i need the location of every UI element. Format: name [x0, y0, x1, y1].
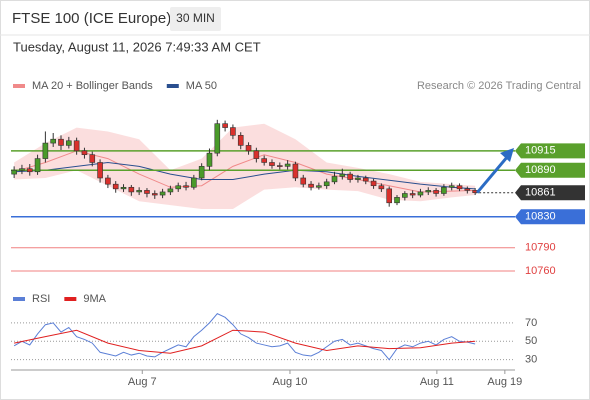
candle-body: [237, 135, 244, 146]
level-label: 10790: [525, 242, 556, 254]
candle-body: [402, 193, 408, 198]
candle-body: [441, 186, 447, 194]
candle-body: [316, 185, 322, 188]
level-tag: [515, 209, 585, 225]
candle-body: [284, 163, 291, 167]
candle-body: [394, 197, 400, 204]
candle-body: [261, 158, 267, 163]
rsi-tick-label: 70: [525, 317, 537, 329]
x-tick-label: Aug 10: [273, 376, 308, 388]
candle-body: [136, 190, 142, 193]
candle-body: [191, 177, 197, 188]
level-label: 10915: [525, 145, 556, 157]
candle-body: [339, 173, 346, 177]
candle-body: [378, 185, 385, 190]
candle-body: [464, 188, 471, 191]
timestamp: Tuesday, August 11, 2026 7:49:33 AM CET: [13, 39, 261, 54]
candle-body: [19, 168, 25, 171]
candle-body: [347, 173, 353, 180]
candle-body: [11, 169, 17, 175]
candle-body: [151, 193, 158, 196]
rsi-ma-line: [14, 329, 476, 354]
legend-label: MA 50: [186, 80, 217, 92]
candle-body: [112, 183, 119, 190]
candle-body: [34, 158, 41, 173]
candle-body: [245, 145, 252, 152]
level-label: 10890: [525, 164, 556, 176]
candle-body: [300, 177, 307, 185]
rsi-legend-swatch: [64, 297, 77, 301]
legend-swatch: [13, 84, 25, 88]
candle-body: [323, 181, 330, 187]
candle-body: [456, 185, 463, 190]
credit: Research © 2026 Trading Central: [417, 80, 581, 92]
candle-body: [409, 193, 416, 196]
level-label: 10760: [525, 265, 556, 277]
candle-body: [105, 177, 111, 185]
candle-body: [42, 142, 49, 159]
legend-swatch: [166, 84, 179, 88]
candle-body: [159, 191, 166, 196]
forecast-arrow: [476, 155, 510, 194]
candle-body: [417, 191, 424, 196]
candle-body: [167, 188, 174, 193]
candle-body: [73, 140, 80, 152]
candle-body: [66, 140, 72, 146]
candle-body: [175, 185, 182, 190]
candle-body: [386, 188, 392, 204]
candle-body: [276, 165, 283, 167]
candle-body: [425, 190, 432, 193]
rsi-tick-label: 30: [525, 354, 537, 366]
x-tick-label: Aug 7: [128, 376, 157, 388]
candle-body: [230, 127, 236, 136]
candle-body: [308, 183, 314, 188]
candle-body: [355, 177, 361, 180]
interval-label: 30 MIN: [176, 11, 215, 25]
candle-body: [222, 123, 228, 128]
level-tag: [515, 143, 585, 159]
interval-badge: [170, 7, 221, 31]
candle-body: [97, 162, 103, 179]
candle-body: [144, 190, 150, 194]
candle-body: [26, 168, 33, 173]
x-tick-label: Aug 19: [487, 376, 522, 388]
candle-body: [198, 166, 205, 179]
candle-body: [183, 185, 189, 188]
chart-title: FTSE 100 (ICE Europe): [12, 10, 171, 27]
candle-body: [128, 186, 135, 193]
level-label: 10861: [525, 187, 556, 199]
candle-body: [89, 154, 96, 163]
rsi-legend-label: 9MA: [83, 293, 106, 305]
candle-body: [433, 190, 439, 194]
candle-body: [214, 123, 221, 154]
candle-body: [448, 185, 455, 188]
rsi-legend-label: RSI: [32, 293, 50, 305]
candle-body: [331, 176, 338, 183]
candle-body: [50, 138, 56, 144]
candle-body: [58, 138, 64, 146]
candle-body: [292, 163, 299, 179]
forecast-arrowhead: [500, 148, 514, 162]
candle-body: [120, 186, 127, 190]
legend-label: MA 20 + Bollinger Bands: [32, 80, 153, 92]
level-tag: [515, 162, 585, 178]
rsi-tick-label: 50: [525, 335, 537, 347]
level-tag: [515, 185, 585, 201]
candle-body: [253, 150, 260, 159]
candle-body: [370, 180, 377, 187]
candle-body: [269, 162, 275, 166]
candle-body: [362, 177, 369, 182]
rsi-legend-swatch: [13, 297, 25, 301]
level-label: 10830: [525, 211, 556, 223]
candle-body: [81, 150, 88, 156]
candle-body: [206, 152, 213, 167]
x-tick-label: Aug 11: [420, 376, 454, 388]
